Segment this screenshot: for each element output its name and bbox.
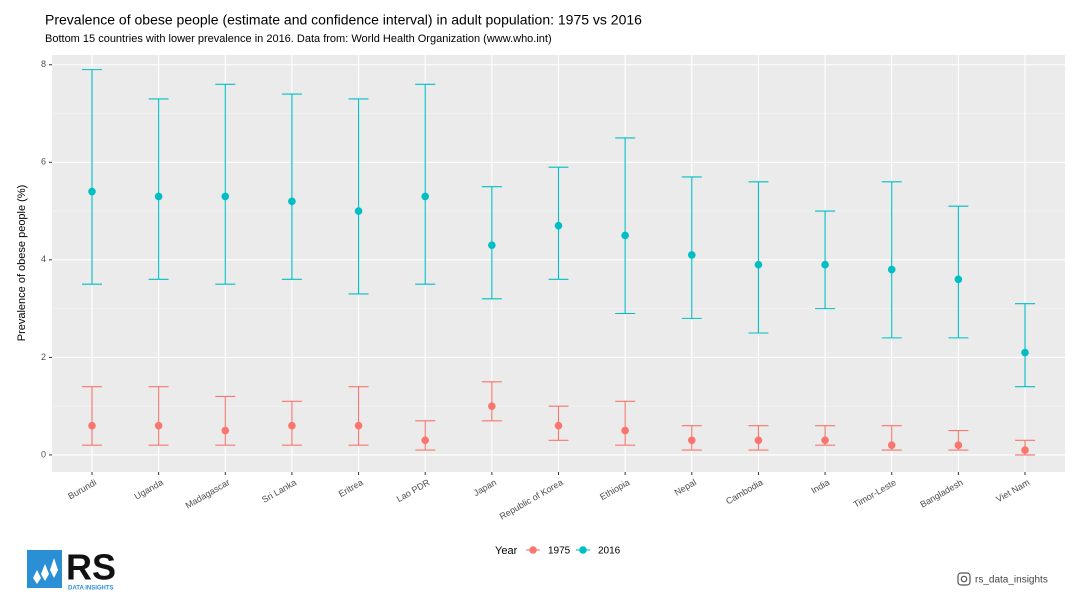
x-tick-label: Lao PDR <box>395 477 432 504</box>
point <box>488 241 496 250</box>
point <box>88 187 96 196</box>
x-tick-label: Timor-Leste <box>852 477 898 510</box>
x-tick-label: Ethiopia <box>598 477 631 502</box>
y-tick-label: 2 <box>41 352 46 362</box>
legend: 1975 2016 <box>526 546 621 557</box>
x-tick-label: Madagascar <box>184 477 232 510</box>
point <box>687 436 696 445</box>
point <box>821 436 829 445</box>
point <box>488 402 496 410</box>
point <box>421 436 430 445</box>
point <box>288 421 296 430</box>
point <box>221 426 230 435</box>
x-tick-label: Viet Nam <box>994 477 1031 504</box>
logo-text: RS <box>66 547 116 588</box>
handle-text: rs_data_insights <box>975 575 1048 586</box>
x-tick-label: Burundi <box>66 477 98 501</box>
y-tick-label: 8 <box>41 59 46 69</box>
instagram-icon <box>960 575 968 583</box>
chart-subtitle: Bottom 15 countries with lower prevalenc… <box>45 33 552 45</box>
point <box>621 426 629 435</box>
point <box>288 197 296 206</box>
x-tick-label: India <box>809 477 831 495</box>
point <box>754 436 763 445</box>
logo-icon <box>33 558 58 584</box>
y-axis-title: Prevalence of obese people (%) <box>16 185 28 342</box>
logo-subtext: DATA INSIGHTS <box>68 586 114 592</box>
point <box>954 275 963 284</box>
x-tick-label: Uganda <box>133 477 165 501</box>
point <box>687 251 696 259</box>
point <box>154 192 163 201</box>
logo: RS DATA INSIGHTS <box>27 547 116 592</box>
y-tick-label: 6 <box>41 157 46 167</box>
y-tick-label: 4 <box>41 254 46 264</box>
x-tick-label: Sri Lanka <box>260 477 298 505</box>
chart-title: Prevalence of obese people (estimate and… <box>45 12 642 28</box>
legend-key-point <box>579 546 587 554</box>
point <box>821 260 829 269</box>
point <box>954 441 963 449</box>
legend-label: 1975 <box>548 546 571 557</box>
marks <box>81 69 1036 456</box>
point <box>1021 348 1029 357</box>
y-tick-label: 0 <box>41 449 46 459</box>
point <box>621 231 629 240</box>
legend-label: 2016 <box>598 546 621 557</box>
x-tick-label: Cambodia <box>724 477 765 506</box>
x-tick-label: Republic of Korea <box>498 477 565 521</box>
point <box>88 421 96 430</box>
x-tick-label: Eritrea <box>337 477 365 499</box>
point <box>421 192 430 201</box>
legend-key-point <box>529 546 537 554</box>
x-tick-label: Japan <box>472 477 498 498</box>
point <box>354 207 363 215</box>
point <box>354 421 363 430</box>
point <box>887 441 896 449</box>
point <box>754 260 763 269</box>
point <box>887 265 896 274</box>
x-tick-label: Bangladesh <box>918 477 964 509</box>
point <box>221 192 230 201</box>
instagram-icon <box>957 572 971 586</box>
point <box>554 221 563 230</box>
legend-title: Year <box>495 545 518 557</box>
handle: rs_data_insights <box>957 572 1048 586</box>
point <box>1021 446 1029 454</box>
point <box>554 421 563 430</box>
point <box>154 421 163 430</box>
x-tick-label: Nepal <box>673 477 698 497</box>
